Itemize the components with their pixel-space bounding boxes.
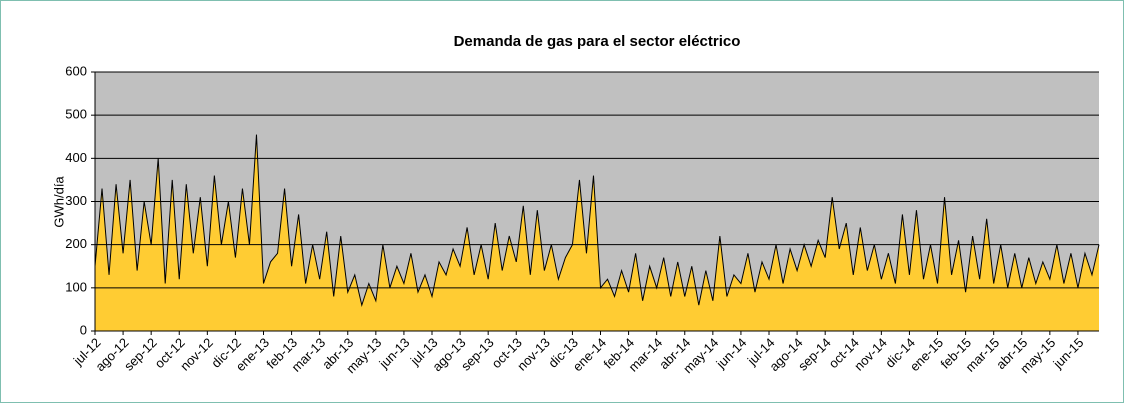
y-axis-label: GWh/día — [51, 176, 66, 228]
y-tick-label: 400 — [65, 150, 87, 165]
y-tick-label: 100 — [65, 279, 87, 294]
y-tick-label: 300 — [65, 193, 87, 208]
y-tick-label: 0 — [80, 322, 87, 337]
y-tick-label: 200 — [65, 236, 87, 251]
y-tick-label: 500 — [65, 107, 87, 122]
y-tick-label: 600 — [65, 63, 87, 78]
area-line — [94, 134, 1100, 307]
chart-title: Demanda de gas para el sector eléctrico — [454, 33, 741, 50]
